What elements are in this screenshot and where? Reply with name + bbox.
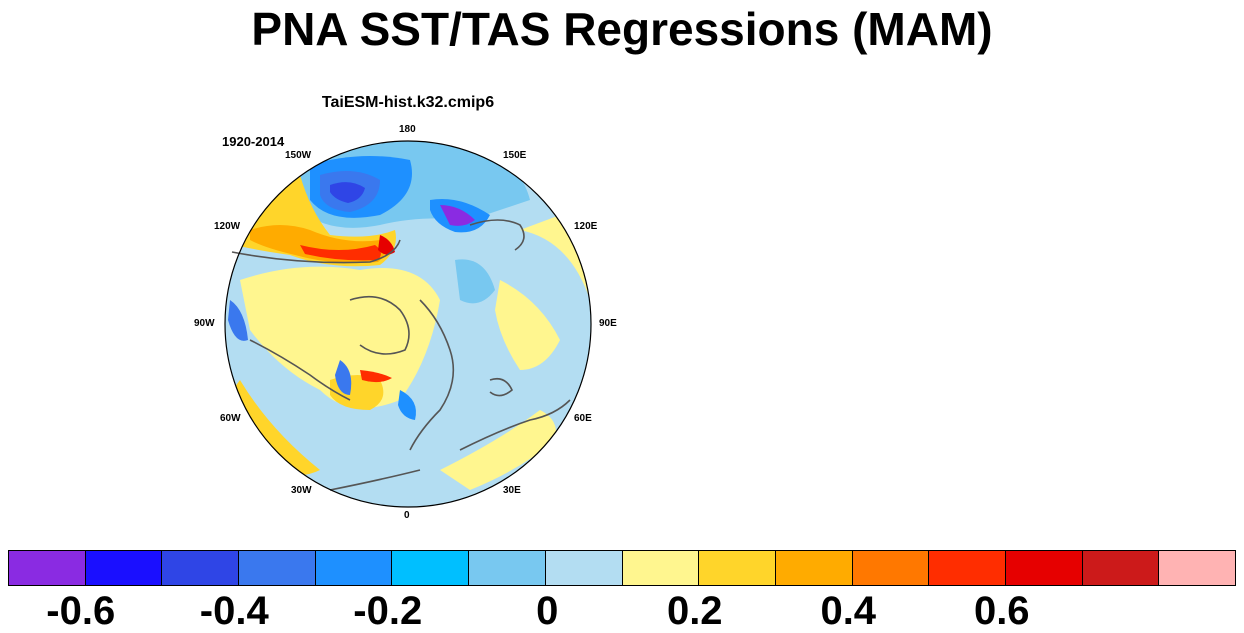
colorbar-box [162, 551, 240, 585]
lon-label-180: 180 [399, 124, 416, 135]
colorbar-box [622, 551, 700, 585]
period-label: 1920-2014 [222, 134, 285, 149]
lon-label-90w: 90W [194, 318, 215, 329]
colorbar-box [85, 551, 163, 585]
colorbar-tick-label: 0.6 [973, 589, 1030, 633]
colorbar-box [775, 551, 853, 585]
polar-map [224, 140, 592, 508]
lon-label-0: 0 [404, 510, 410, 521]
colorbar-box [545, 551, 623, 585]
colorbar-tick-label: 0.4 [820, 589, 877, 633]
colorbar-tick-label: -0.4 [199, 589, 269, 633]
colorbar-box [469, 551, 546, 585]
colorbar-box [1082, 551, 1160, 585]
lon-label-30w: 30W [291, 485, 312, 496]
lon-label-150e: 150E [503, 150, 527, 161]
colorbar-box [239, 551, 316, 585]
colorbar-box [852, 551, 930, 585]
lon-label-30e: 30E [503, 485, 521, 496]
colorbar-tick-label: 0 [536, 589, 559, 633]
colorbar-box [9, 551, 86, 585]
colorbar-tick-label: 0.2 [666, 589, 723, 633]
lon-label-150w: 150W [285, 150, 312, 161]
colorbar-box [1005, 551, 1083, 585]
lon-label-120w: 120W [214, 221, 241, 232]
colorbar-tick-label: -0.2 [353, 589, 423, 633]
map-border [224, 140, 592, 508]
colorbar [8, 550, 1236, 586]
colorbar-box [392, 551, 470, 585]
colorbar-box [699, 551, 776, 585]
figure-title: PNA SST/TAS Regressions (MAM) [251, 3, 993, 55]
lon-label-90e: 90E [599, 318, 617, 329]
colorbar-box [1159, 551, 1235, 585]
coastlines [231, 219, 571, 491]
colorbar-box [929, 551, 1006, 585]
colorbar-tick-label: -0.6 [46, 589, 116, 633]
model-subtitle: TaiESM-hist.k32.cmip6 [321, 94, 495, 111]
lon-label-60w: 60W [220, 413, 241, 424]
colorbar-box [315, 551, 393, 585]
lon-label-120e: 120E [574, 221, 598, 232]
lon-label-60e: 60E [574, 413, 592, 424]
